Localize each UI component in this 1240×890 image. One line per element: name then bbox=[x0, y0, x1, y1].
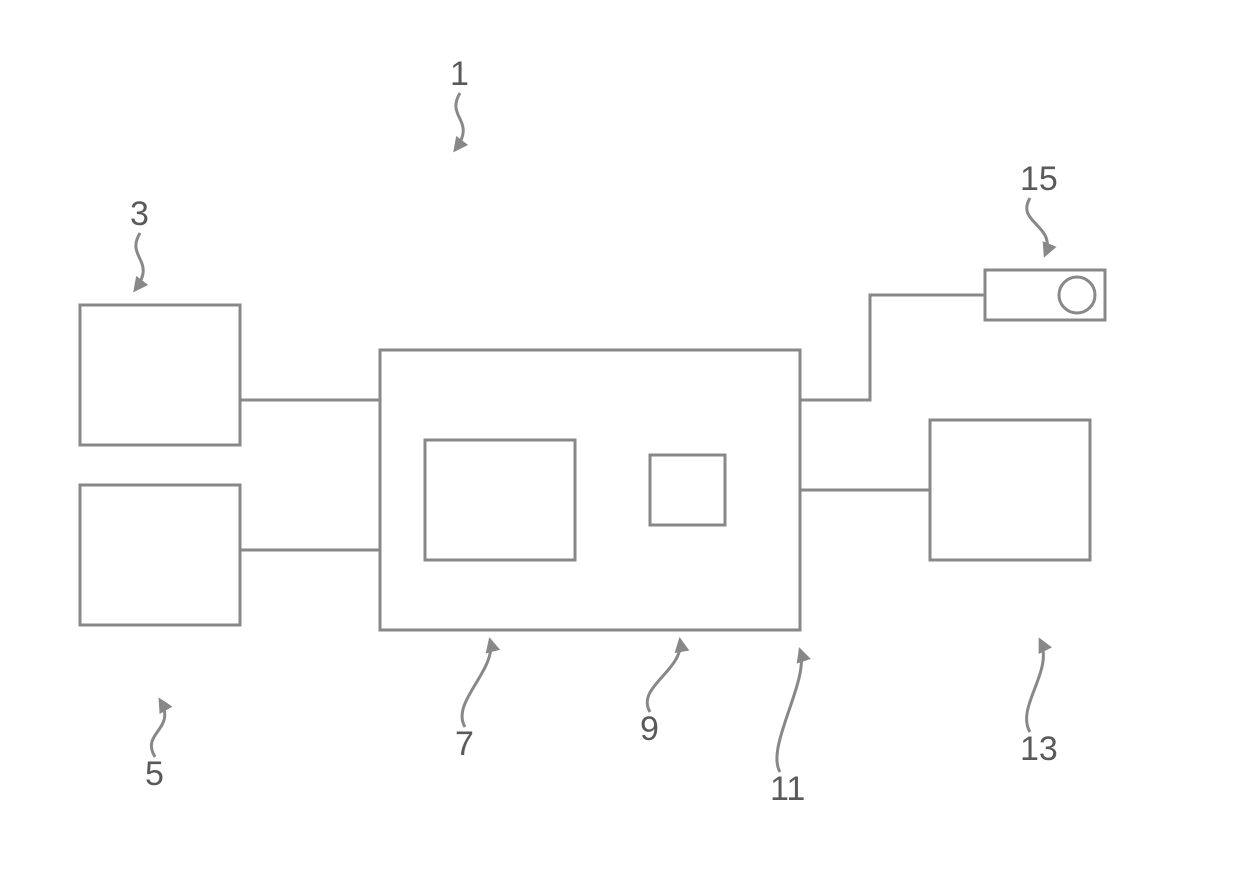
ref-number: 11 bbox=[770, 770, 805, 808]
ref-number: 15 bbox=[1020, 160, 1058, 198]
ref-number: 13 bbox=[1020, 730, 1058, 768]
ref-number: 7 bbox=[455, 725, 474, 763]
ref-number: 5 bbox=[145, 755, 164, 793]
ref-number: 9 bbox=[640, 710, 659, 748]
ref-number: 1 bbox=[450, 55, 469, 93]
ref-number: 3 bbox=[130, 195, 149, 233]
